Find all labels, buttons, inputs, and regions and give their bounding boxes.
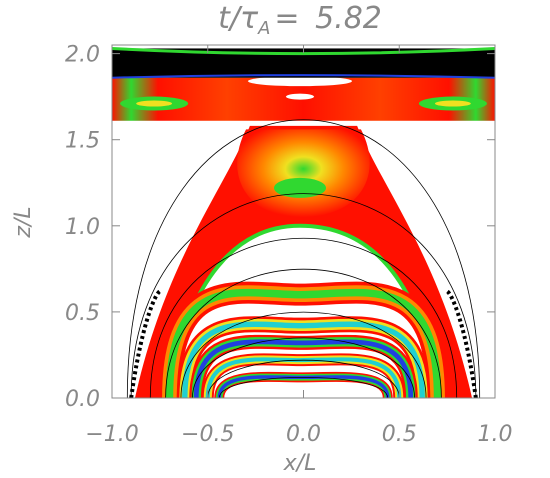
arc-1-layer-2 bbox=[165, 288, 442, 398]
field-line-7 bbox=[218, 377, 389, 398]
y-tick-label: 1.0 bbox=[65, 215, 100, 240]
band-yellow-right bbox=[434, 100, 471, 107]
band-yellow-left bbox=[136, 100, 173, 107]
band-gap-top bbox=[248, 76, 352, 87]
arc-3-layer-2 bbox=[193, 339, 414, 398]
plume-core bbox=[237, 129, 370, 218]
y-tick-label: 2.0 bbox=[65, 43, 100, 68]
x-tick-label: −0.5 bbox=[181, 422, 234, 447]
field-line-4 bbox=[180, 311, 427, 398]
title-eq: = bbox=[274, 1, 309, 36]
x-tick-label: −1.0 bbox=[85, 422, 138, 447]
x-tick-label: 1.0 bbox=[478, 422, 513, 447]
y-tick-label: 0.0 bbox=[65, 387, 100, 412]
arc-2-layer-2 bbox=[182, 321, 425, 398]
chart-title: t/τA = 5.82 bbox=[218, 1, 382, 39]
y-axis-label: z/L bbox=[11, 206, 36, 238]
field-line-1 bbox=[130, 193, 477, 398]
x-tick-label: 0.5 bbox=[382, 422, 417, 447]
field-line-0 bbox=[126, 119, 481, 398]
title-main: t/τ bbox=[218, 1, 259, 36]
axes: −1.0 −0.5 0.0 0.5 1.0 0.0 0.5 1.0 1.5 2.0 bbox=[65, 43, 513, 447]
x-tick-label: 0.0 bbox=[286, 422, 321, 447]
title-sub: A bbox=[257, 18, 270, 39]
plume-green-spot bbox=[274, 177, 326, 198]
x-axis-label: x/L bbox=[283, 451, 317, 476]
y-tick-label: 1.5 bbox=[65, 129, 100, 154]
left-edge-dots bbox=[129, 289, 162, 398]
y-tick-label: 0.5 bbox=[65, 301, 100, 326]
band-gap-mid bbox=[286, 93, 314, 100]
right-edge-dots bbox=[445, 289, 478, 398]
field-line-2 bbox=[149, 237, 458, 398]
plume-outer bbox=[134, 125, 473, 398]
black-band-top-edge bbox=[112, 46, 495, 56]
field-line-6 bbox=[207, 359, 400, 398]
black-band-bottom-edge bbox=[112, 74, 495, 79]
heatmap-layer bbox=[112, 46, 495, 398]
title-value: 5.82 bbox=[315, 1, 382, 36]
